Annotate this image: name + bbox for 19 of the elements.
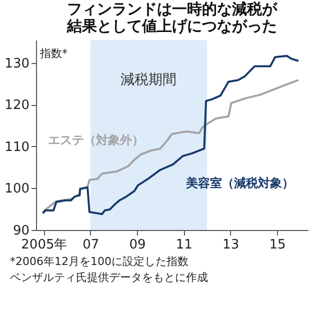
y-tick-label: 90 [12,224,30,238]
text: ベンザルティ氏提供データをもとに作成 [10,271,208,284]
x-tick-label: 13 [222,238,240,252]
y-tick-label: 130 [4,56,30,72]
y-tick-label: 120 [4,98,30,114]
text: *2006年12月を100に設定した指数 [10,255,188,268]
x-tick-label: 11 [176,238,192,252]
series-label: 美容室（減税対象） [185,176,294,190]
band-label: 減税期間 [120,72,177,88]
x-tick-label: 15 [269,238,286,252]
y-tick-label: 110 [4,140,30,155]
y-tick-label: 100 [4,182,30,197]
text: フィンランドは一時的な減税が [67,0,277,18]
text: 結果として値上げにつながった [67,17,277,35]
x-tick-label: 09 [129,238,146,252]
x-tick-label: 07 [82,238,100,252]
y-axis-title: 指数* [39,47,68,60]
x-tick-label: 2005年 [21,238,68,252]
series-label: エステ（対象外） [48,133,144,147]
